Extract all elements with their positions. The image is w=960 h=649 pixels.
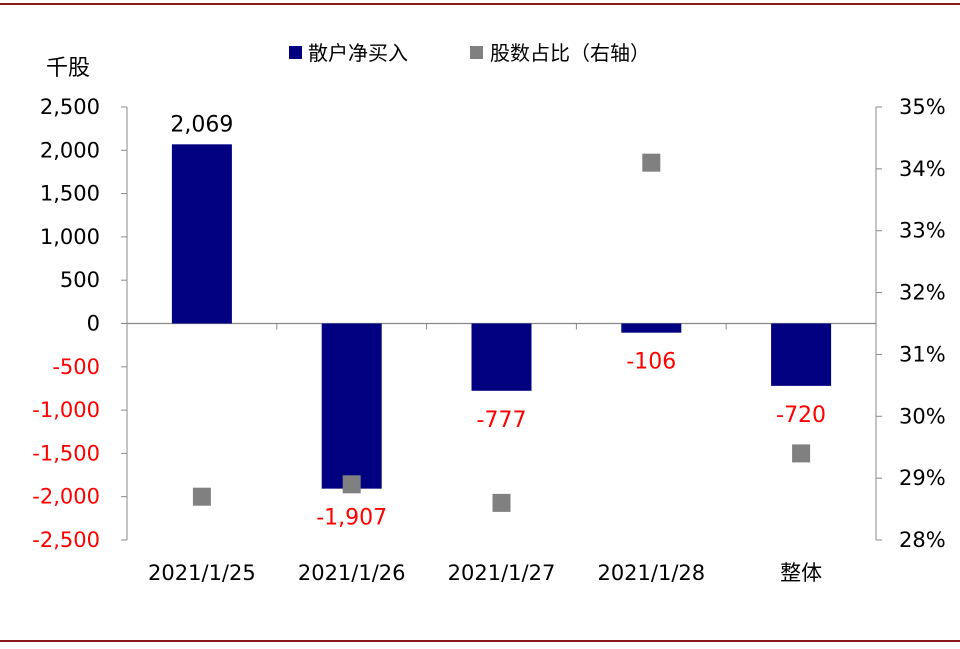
y-left-tick-label: 1,500 <box>40 182 100 206</box>
scatter-point <box>792 444 811 463</box>
y-right-tick-label: 30% <box>899 404 946 428</box>
y-left-tick-label: 2,000 <box>40 138 100 162</box>
labels-layer: 千股 2,500 2,000 1,500 1,000 500 0 -500 -1,000 -1,5… <box>32 56 945 585</box>
bar-data-label: -777 <box>477 408 527 433</box>
y-left-tick-label: -500 <box>52 355 100 379</box>
scatter-point <box>492 493 511 512</box>
bar-data-label: -1,907 <box>316 506 387 531</box>
y-left-tick-label: -2,500 <box>32 528 100 552</box>
marks-layer <box>171 144 832 512</box>
y-right-tick-label: 31% <box>899 342 946 366</box>
legend-label-bar: 散户净买入 <box>308 41 408 65</box>
y-left-tick-label: -2,000 <box>32 485 100 509</box>
legend-swatch-bar <box>289 46 302 59</box>
y-left-tick-label: 1,000 <box>40 225 100 249</box>
bar-data-label: -106 <box>626 350 676 375</box>
scatter-point <box>342 475 361 494</box>
y-left-tick-label: -1,000 <box>32 398 100 422</box>
y-right-tick-label: 29% <box>899 466 946 490</box>
bar-data-label: 2,069 <box>170 112 233 137</box>
legend: 散户净买入 股数占比（右轴） <box>289 41 650 65</box>
y-left-tick-label: 2,500 <box>40 95 100 119</box>
y-left-tick-label: -1,500 <box>32 441 100 465</box>
x-tick-label: 2021/1/28 <box>597 561 705 585</box>
x-tick-label: 2021/1/27 <box>448 561 556 585</box>
y-left-unit-label: 千股 <box>46 56 90 81</box>
x-tick-label: 整体 <box>780 561 822 585</box>
y-right-tick-label: 33% <box>899 219 946 243</box>
bar <box>171 144 232 324</box>
y-left-tick-label: 0 <box>87 312 100 336</box>
bar <box>771 323 832 386</box>
y-right-tick-label: 34% <box>899 157 946 181</box>
frame-layer <box>0 3 960 642</box>
legend-swatch-scatter <box>470 46 483 59</box>
y-right-tick-label: 35% <box>899 95 946 119</box>
legend-label-scatter: 股数占比（右轴） <box>490 41 650 65</box>
bar-data-label: -720 <box>776 403 826 428</box>
y-right-tick-label: 28% <box>899 528 946 552</box>
x-tick-label: 2021/1/25 <box>148 561 256 585</box>
x-tick-label: 2021/1/26 <box>298 561 406 585</box>
scatter-point <box>642 153 661 172</box>
bar <box>321 323 382 489</box>
scatter-point <box>192 487 211 506</box>
y-right-tick-label: 32% <box>899 281 946 305</box>
bar <box>471 323 532 391</box>
y-left-tick-label: 500 <box>60 268 100 292</box>
bar <box>621 323 682 333</box>
